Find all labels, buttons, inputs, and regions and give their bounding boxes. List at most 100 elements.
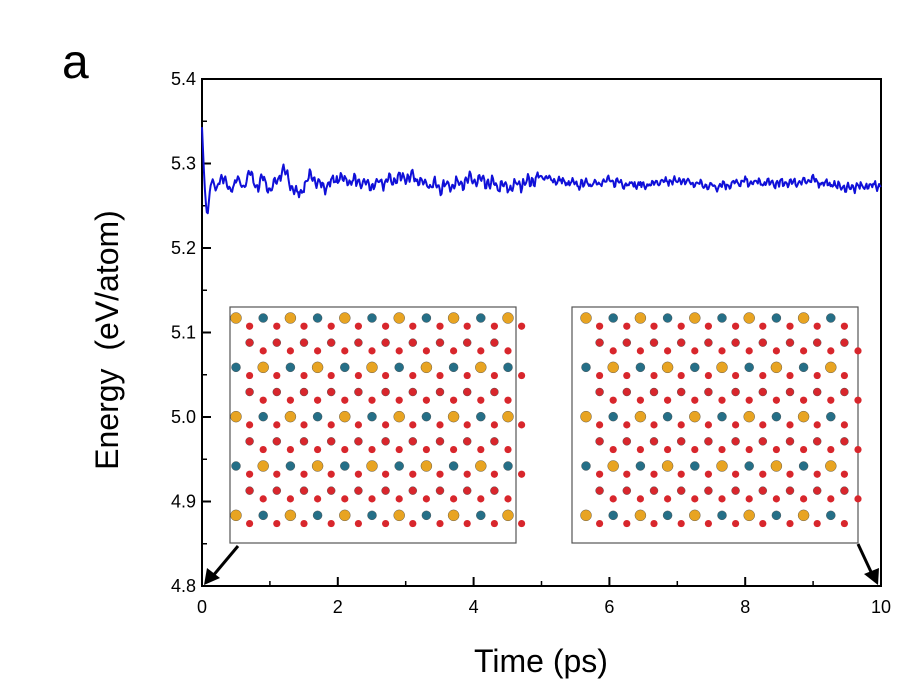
inset-atom xyxy=(436,519,444,528)
inset-atom xyxy=(825,361,837,374)
inset-atom xyxy=(649,338,659,347)
inset-atom xyxy=(490,387,499,397)
inset-atom xyxy=(826,510,836,521)
inset-atom xyxy=(394,461,404,471)
inset-atom xyxy=(677,470,685,478)
inset-atom xyxy=(840,486,849,495)
inset-atom xyxy=(354,519,362,528)
inset-atom xyxy=(490,371,498,380)
inset-atom xyxy=(716,361,728,374)
inset-atom xyxy=(420,361,433,374)
inset-atom xyxy=(300,371,308,380)
inset-atom xyxy=(284,509,297,522)
inset-atom xyxy=(339,312,351,324)
inset-atom xyxy=(231,461,241,471)
inset-atom xyxy=(382,519,390,528)
inset-atom xyxy=(609,495,617,503)
inset-atom xyxy=(272,437,281,446)
inset-atom xyxy=(284,410,297,423)
inset-atom xyxy=(580,410,592,423)
inset-atom xyxy=(463,519,471,528)
arrow-to-start xyxy=(204,545,240,585)
inset-atom xyxy=(662,510,673,521)
inset-atom xyxy=(634,509,647,522)
inset-atom xyxy=(770,361,783,374)
inset-atom xyxy=(622,387,631,397)
inset-atom xyxy=(731,387,740,397)
inset-atom xyxy=(409,322,417,330)
inset-atom xyxy=(382,470,390,478)
inset-atom xyxy=(649,387,659,397)
inset-atom xyxy=(257,460,269,472)
inset-atom xyxy=(366,460,378,472)
inset-atom xyxy=(284,312,297,324)
inset-atom xyxy=(259,347,267,355)
inset-atom xyxy=(664,347,672,355)
inset-atom xyxy=(650,371,658,380)
inset-atom xyxy=(382,371,390,380)
inset-atom xyxy=(716,460,728,472)
inset-atom xyxy=(840,387,849,397)
inset-atom xyxy=(286,495,294,503)
inset-atom xyxy=(800,495,808,503)
inset-atom xyxy=(623,421,631,429)
inset-atom xyxy=(813,322,821,330)
inset-atom xyxy=(476,411,486,422)
inset-atom xyxy=(367,411,377,422)
inset-atom xyxy=(422,396,430,404)
inset-atom xyxy=(717,411,727,422)
inset-atom xyxy=(732,421,740,429)
y-tick-label: 5.3 xyxy=(171,154,196,174)
inset-atom xyxy=(504,495,512,503)
inset-atom xyxy=(422,347,430,355)
inset-atom xyxy=(758,338,767,347)
y-tick-label: 5.0 xyxy=(171,407,196,427)
inset-atom xyxy=(664,445,672,454)
inset-atom xyxy=(420,460,433,472)
inset-atom xyxy=(800,445,808,454)
inset-atom xyxy=(689,509,701,522)
inset-atom xyxy=(354,371,362,380)
inset-atom xyxy=(677,519,685,528)
inset-atom xyxy=(827,396,835,404)
inset-atom xyxy=(840,421,849,429)
inset-atom xyxy=(435,338,445,347)
inset-atom xyxy=(436,470,444,478)
inset-atom xyxy=(771,510,782,521)
inset-atom xyxy=(327,387,336,397)
inset-atom xyxy=(786,322,794,330)
inset-atom xyxy=(596,519,604,528)
inset-atom xyxy=(395,445,403,454)
inset-atom xyxy=(731,486,740,495)
inset-atom xyxy=(744,362,754,373)
inset-atom xyxy=(272,338,281,347)
inset-atom xyxy=(691,396,699,404)
inset-atom xyxy=(771,411,782,422)
inset-atom xyxy=(327,338,336,347)
inset-atom xyxy=(744,461,754,471)
inset-atom xyxy=(245,387,254,397)
inset-atom xyxy=(450,495,458,503)
inset-atom xyxy=(608,313,618,323)
inset-atom xyxy=(285,362,296,373)
inset-atom xyxy=(259,445,267,454)
y-tick-label: 4.9 xyxy=(171,492,196,512)
inset-atom xyxy=(463,437,472,446)
inset-atom xyxy=(382,322,390,330)
inset-atom xyxy=(580,509,592,522)
inset-atom xyxy=(677,371,685,380)
inset-atom xyxy=(393,509,405,522)
inset-atom xyxy=(450,396,458,404)
inset-atom xyxy=(813,371,821,380)
inset-atom xyxy=(581,362,591,373)
inset-atom xyxy=(743,312,755,324)
inset-atom xyxy=(476,510,486,521)
inset-atom xyxy=(463,371,471,380)
inset-atom xyxy=(595,437,604,446)
inset-atom xyxy=(840,470,849,478)
inset-atom xyxy=(393,410,405,423)
inset-atom xyxy=(286,347,294,355)
inset-atom xyxy=(732,470,740,478)
inset-atom xyxy=(409,470,417,478)
inset-atom xyxy=(368,396,376,404)
